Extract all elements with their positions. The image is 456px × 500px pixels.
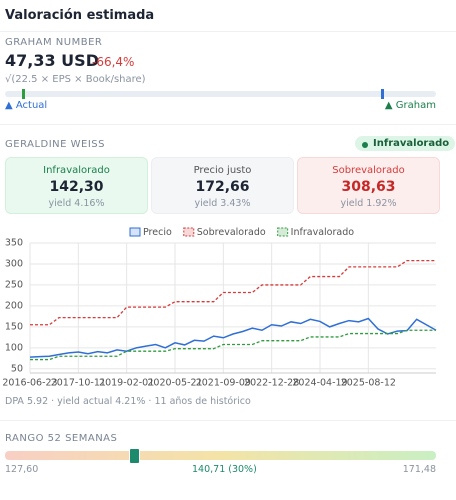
legend-swatch [129, 227, 141, 237]
x-tick-label: 2025-08-12 [341, 378, 396, 389]
legend-label: Sobrevalorado [197, 227, 266, 238]
badge-text: Infravalorado [373, 138, 450, 149]
series-line [30, 259, 436, 326]
y-tick-label: 200 [5, 300, 23, 311]
y-tick-label: 150 [5, 321, 23, 332]
formula: √(22.5 × EPS × Book/share) [5, 74, 146, 85]
range-bar [5, 451, 436, 460]
box-value: 172,66 [195, 179, 250, 195]
graham-bar [5, 91, 436, 97]
graham-marker [22, 89, 25, 99]
series-line [29, 317, 437, 358]
divider [0, 420, 456, 421]
y-tick-label: 100 [5, 342, 23, 353]
range-marker [129, 448, 140, 464]
legend-swatch [183, 227, 195, 237]
x-tick-label: 2019-02-01 [99, 378, 154, 389]
price-marker [381, 89, 384, 99]
box-value: 308,63 [341, 179, 396, 195]
value-box: Sobrevalorado 308,63 yield 1.92% [297, 157, 440, 214]
legend-label: Infravalorado [291, 227, 355, 238]
range-high: 171,48 [402, 464, 436, 475]
y-tick-label: 350 [5, 238, 23, 249]
title: Valoración estimada [5, 8, 155, 23]
chart: 50 100 150 200 250 300 350 2016-06-232017-10-11… [2, 227, 437, 389]
actual-label: ▲ Actual [5, 100, 48, 111]
legend-swatch [277, 227, 289, 237]
section-label: GRAHAM NUMBER [5, 37, 103, 48]
divider [0, 124, 456, 125]
graham-change: -66,4% [92, 55, 135, 69]
box-yield: yield 1.92% [340, 198, 397, 209]
section-label: GERALDINE WEISS [5, 139, 105, 150]
box-label: Infravalorado [43, 165, 110, 176]
badge: Infravalorado [355, 136, 456, 151]
y-tick-label: 300 [5, 258, 23, 269]
box-yield: yield 4.16% [48, 198, 105, 209]
x-tick-label: 2016-06-23 [2, 378, 57, 389]
x-tick-label: 2022-12-28 [244, 378, 299, 389]
box-value: 142,30 [49, 179, 104, 195]
y-tick-label: 50 [11, 363, 23, 374]
range-low: 127,60 [5, 464, 39, 475]
x-tick-label: 2017-10-11 [51, 378, 106, 389]
x-tick-label: 2024-04-19 [292, 378, 347, 389]
value-box: Precio justo 172,66 yield 3.43% [151, 157, 294, 214]
box-yield: yield 3.43% [194, 198, 251, 209]
graham-value: 47,33 USD [5, 51, 99, 70]
box-label: Precio justo [193, 165, 252, 176]
y-tick-label: 250 [5, 279, 23, 290]
divider [0, 31, 456, 32]
graham-label: ▲ Graham [384, 100, 436, 111]
legend-label: Precio [143, 227, 172, 238]
x-tick-label: 2021-09-09 [196, 378, 251, 389]
series-line [30, 329, 436, 361]
section-label: RANGO 52 SEMANAS [5, 433, 118, 444]
box-label: Sobrevalorado [332, 165, 405, 176]
x-tick-label: 2020-05-21 [147, 378, 202, 389]
range-current: 140,71 (30%) [192, 464, 257, 475]
footer: DPA 5.92 · yield actual 4.21% · 11 años … [5, 396, 251, 407]
value-box: Infravalorado 142,30 yield 4.16% [5, 157, 148, 214]
